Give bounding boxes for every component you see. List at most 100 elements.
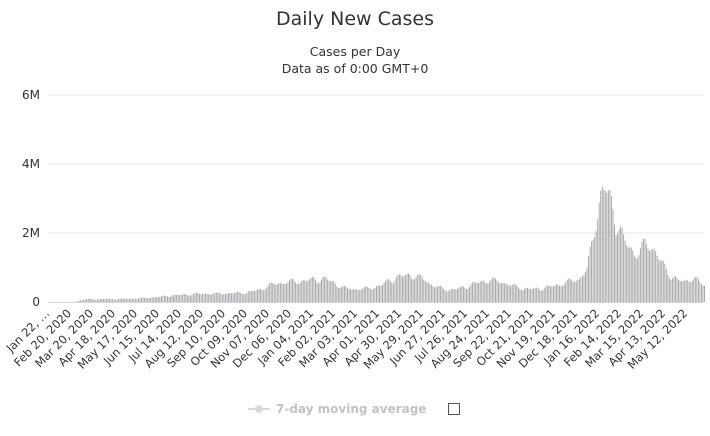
bar[interactable] (339, 287, 341, 302)
bar[interactable] (391, 282, 393, 302)
bar[interactable] (646, 243, 647, 302)
bar[interactable] (569, 278, 571, 302)
bar[interactable] (507, 284, 509, 302)
bar[interactable] (682, 280, 684, 302)
bar[interactable] (409, 274, 411, 302)
bar[interactable] (307, 280, 309, 302)
bar[interactable] (299, 283, 301, 302)
bar[interactable] (214, 292, 216, 302)
bar[interactable] (116, 299, 118, 302)
bar[interactable] (574, 281, 576, 302)
bar[interactable] (427, 282, 429, 302)
bar[interactable] (289, 280, 290, 302)
bar[interactable] (269, 283, 271, 302)
bar[interactable] (685, 279, 687, 302)
bar[interactable] (218, 292, 220, 302)
bar[interactable] (688, 281, 690, 302)
bar[interactable] (615, 235, 617, 302)
bar[interactable] (275, 284, 277, 302)
bar[interactable] (502, 283, 504, 302)
bar[interactable] (281, 283, 283, 302)
bar[interactable] (238, 292, 240, 302)
bar[interactable] (302, 280, 304, 302)
bar[interactable] (440, 285, 442, 302)
bar[interactable] (601, 187, 603, 302)
bar[interactable] (212, 293, 214, 302)
bar[interactable] (404, 275, 406, 302)
bar[interactable] (388, 279, 390, 302)
bar[interactable] (704, 285, 705, 302)
bar[interactable] (424, 281, 426, 302)
bar[interactable] (430, 284, 432, 302)
bar[interactable] (331, 280, 333, 302)
bar[interactable] (462, 286, 464, 302)
bar[interactable] (159, 296, 161, 302)
bar[interactable] (498, 282, 499, 302)
bar[interactable] (656, 255, 658, 302)
bar[interactable] (316, 282, 318, 302)
bar[interactable] (501, 283, 503, 302)
bar[interactable] (423, 279, 425, 302)
bar[interactable] (263, 290, 265, 302)
bar[interactable] (206, 293, 208, 302)
bar[interactable] (119, 298, 121, 302)
bar[interactable] (86, 299, 88, 302)
bar[interactable] (167, 296, 168, 302)
bar[interactable] (96, 299, 98, 302)
bar[interactable] (505, 283, 507, 302)
bar[interactable] (633, 255, 635, 302)
bar[interactable] (153, 297, 155, 302)
bar[interactable] (142, 297, 144, 302)
bar[interactable] (328, 280, 330, 302)
bar[interactable] (301, 281, 303, 302)
bar[interactable] (200, 294, 202, 302)
bar[interactable] (270, 282, 272, 302)
bar[interactable] (241, 293, 243, 302)
bar[interactable] (578, 279, 580, 302)
bar[interactable] (305, 280, 307, 302)
bar[interactable] (513, 284, 515, 302)
bar[interactable] (659, 260, 661, 302)
bar[interactable] (670, 279, 672, 302)
bar[interactable] (408, 273, 409, 302)
bar[interactable] (649, 250, 651, 302)
bar[interactable] (537, 288, 539, 302)
bar[interactable] (171, 295, 173, 302)
bar[interactable] (321, 279, 323, 302)
bar[interactable] (469, 286, 471, 302)
bar[interactable] (575, 280, 577, 302)
bar[interactable] (473, 282, 475, 302)
bar[interactable] (359, 289, 361, 302)
bar[interactable] (264, 289, 266, 302)
bar[interactable] (607, 190, 609, 302)
bar[interactable] (461, 286, 463, 302)
bar[interactable] (168, 296, 170, 302)
bar[interactable] (595, 230, 597, 302)
bar[interactable] (401, 276, 403, 302)
bar[interactable] (376, 286, 377, 302)
bar[interactable] (372, 289, 374, 302)
bar[interactable] (597, 219, 599, 302)
bar[interactable] (136, 298, 138, 302)
bar[interactable] (664, 263, 666, 302)
bar[interactable] (495, 278, 496, 302)
bar[interactable] (188, 295, 190, 302)
bar[interactable] (382, 284, 384, 302)
bar[interactable] (452, 288, 454, 302)
bar[interactable] (182, 294, 184, 302)
bar[interactable] (560, 286, 562, 302)
bar[interactable] (104, 299, 106, 302)
bar[interactable] (145, 297, 147, 302)
bar[interactable] (235, 292, 237, 302)
bar[interactable] (176, 294, 178, 302)
bar[interactable] (543, 288, 545, 302)
bar[interactable] (252, 291, 254, 302)
bar[interactable] (298, 283, 300, 302)
bar[interactable] (347, 287, 348, 302)
bar[interactable] (534, 287, 536, 302)
bar[interactable] (485, 283, 487, 303)
bar[interactable] (554, 285, 556, 302)
bar[interactable] (629, 247, 631, 302)
bar[interactable] (470, 284, 472, 302)
bar[interactable] (606, 192, 608, 302)
